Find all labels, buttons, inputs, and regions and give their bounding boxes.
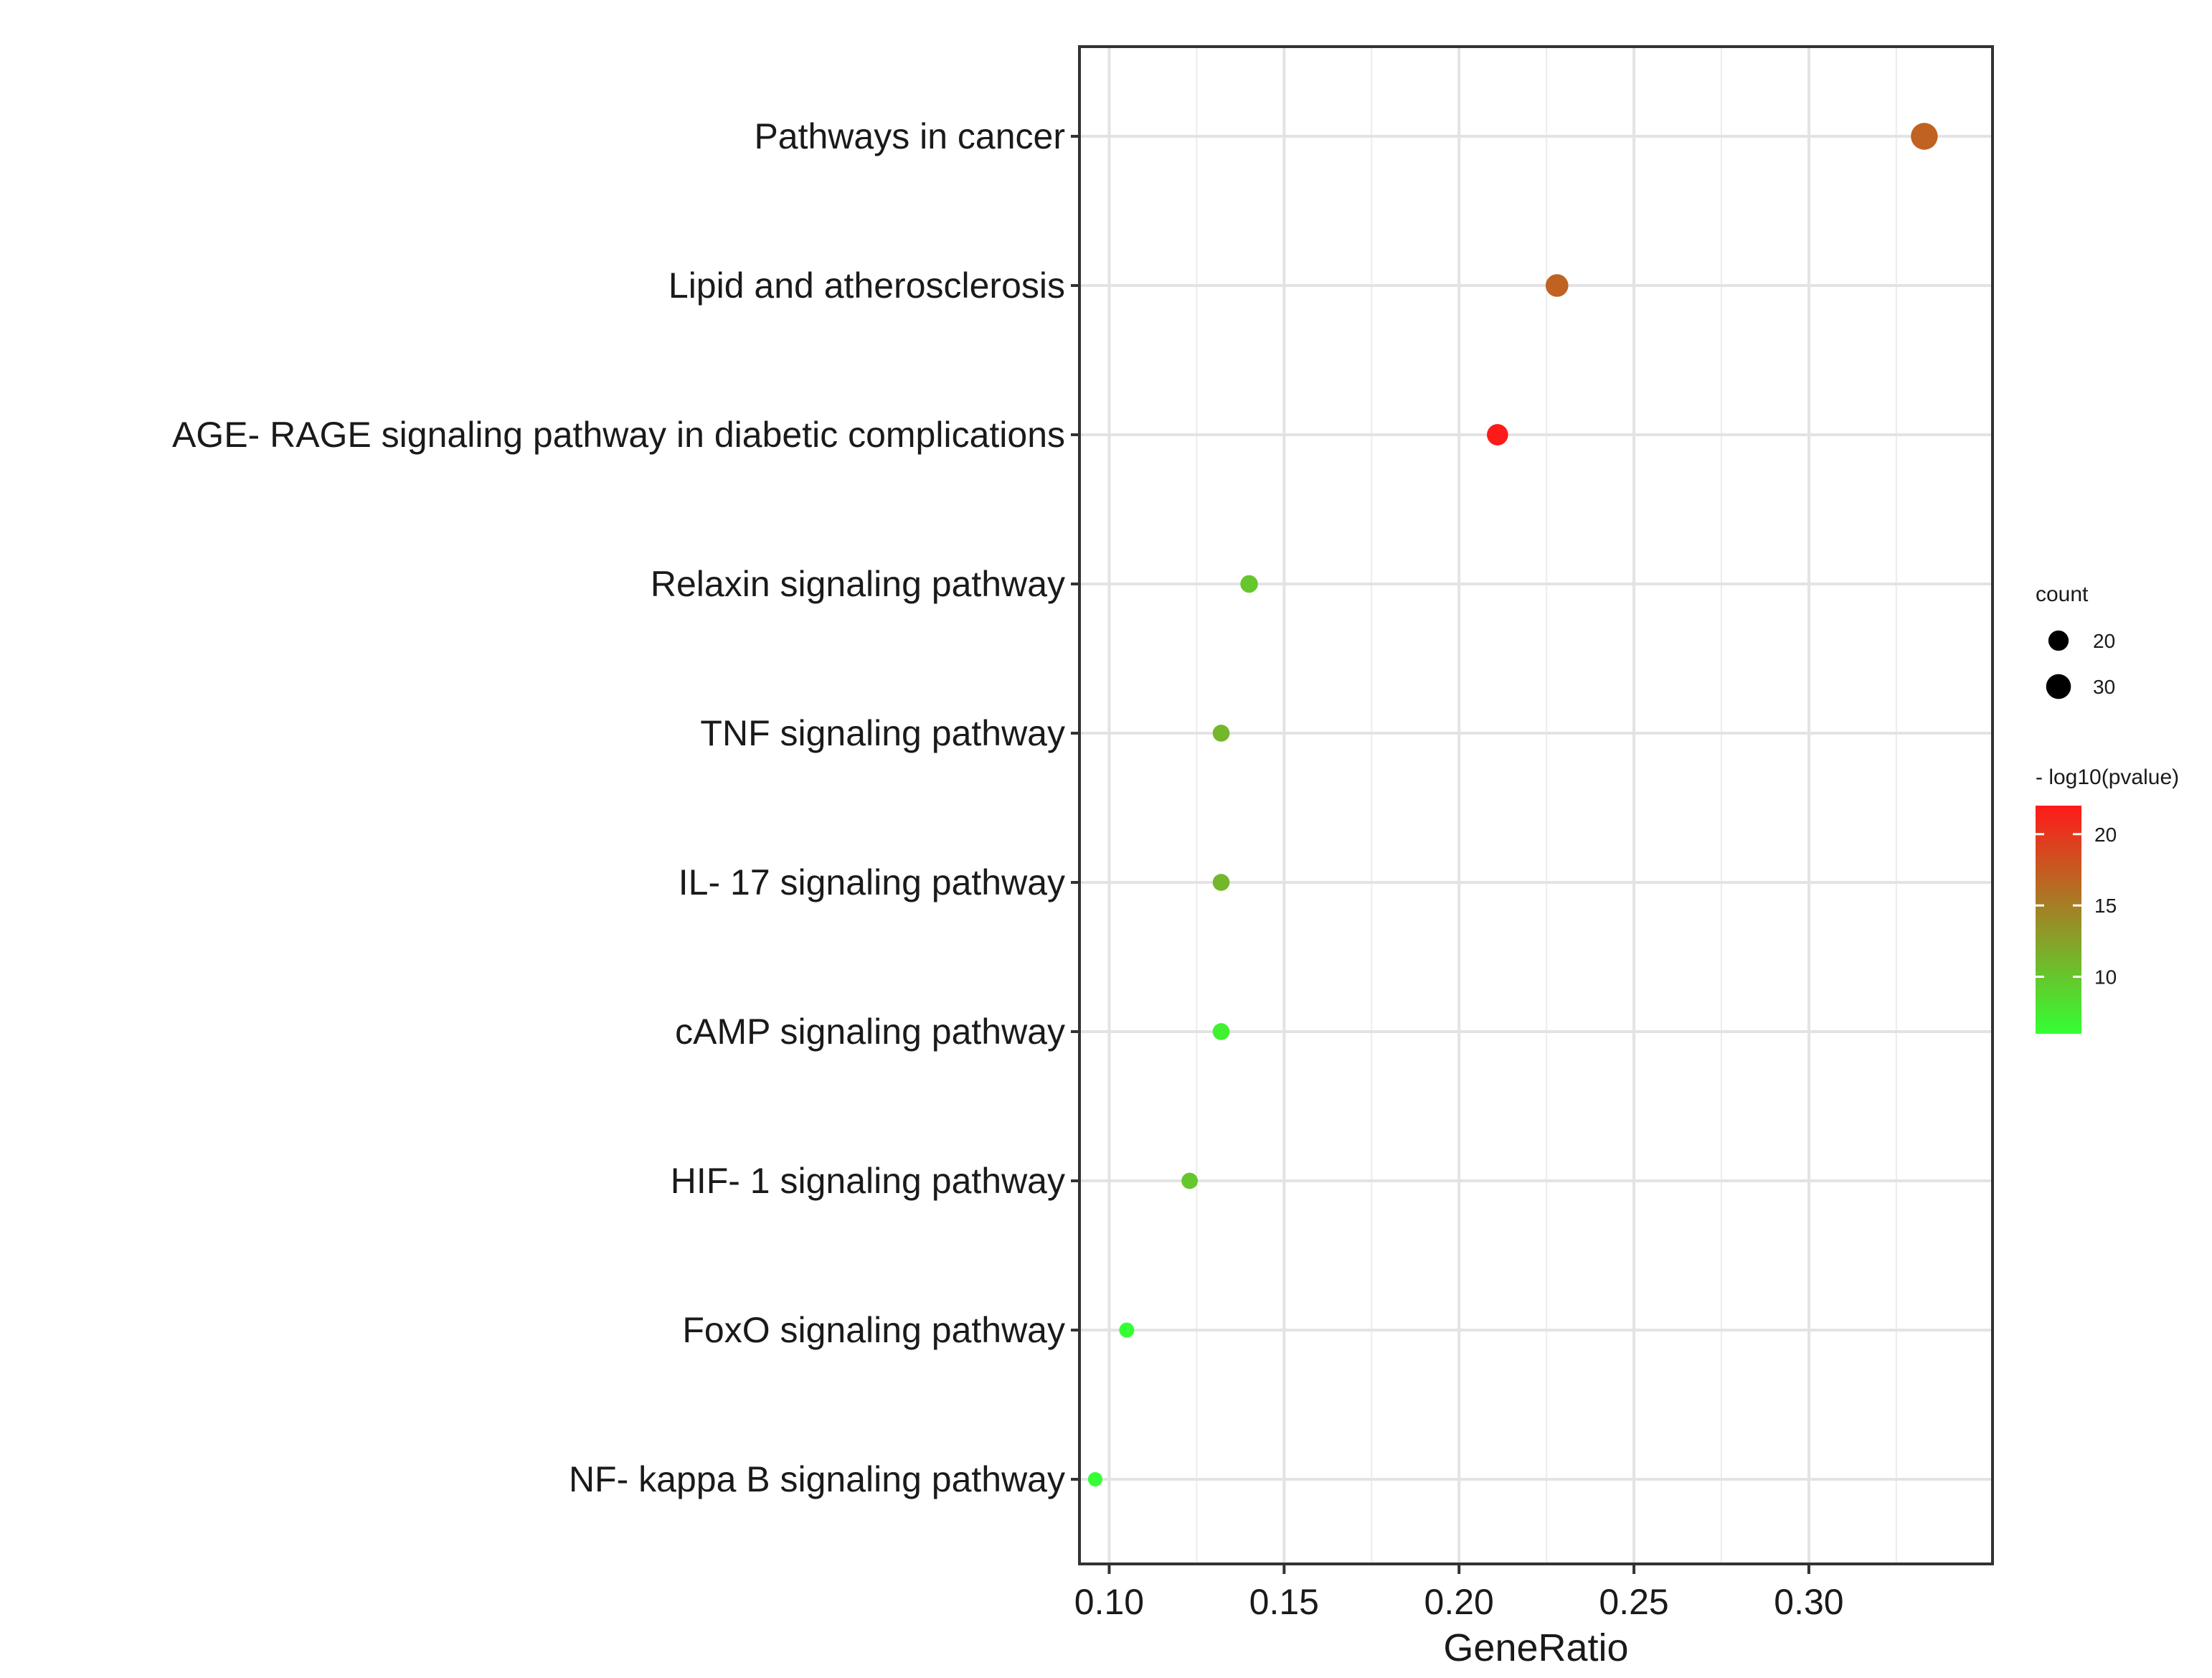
y-category-label: Lipid and atherosclerosis	[668, 265, 1065, 306]
y-category-label: AGE- RAGE signaling pathway in diabetic …	[172, 415, 1065, 455]
legend-color-bar	[2036, 806, 2081, 1034]
y-category-label: TNF signaling pathway	[700, 713, 1065, 753]
legend-color-title: - log10(pvalue)	[2036, 765, 2179, 789]
plot-panel-border	[1078, 45, 1994, 1565]
legend-color-label: 20	[2094, 824, 2117, 846]
x-tick-label: 0.25	[1599, 1582, 1668, 1622]
x-axis-title: GeneRatio	[1443, 1626, 1628, 1669]
y-category-label: HIF- 1 signaling pathway	[671, 1161, 1065, 1201]
legend-size-key	[2046, 674, 2071, 699]
x-tick-label: 0.30	[1774, 1582, 1843, 1622]
legend-size-label: 20	[2093, 630, 2115, 652]
legend: count 20 30 - log10(pvalue) 10 15 20	[2036, 583, 2179, 1034]
data-point	[1545, 274, 1569, 297]
x-tick-label: 0.15	[1249, 1582, 1319, 1622]
data-point	[1119, 1322, 1135, 1338]
x-axis: 0.10 0.15 0.20 0.25 0.30	[1074, 1564, 1844, 1622]
x-tick-label: 0.20	[1424, 1582, 1494, 1622]
legend-size-title: count	[2036, 583, 2089, 606]
data-points	[1087, 123, 1938, 1486]
y-category-label: FoxO signaling pathway	[682, 1310, 1065, 1350]
data-point	[1212, 1023, 1230, 1040]
plot-panel-background	[1079, 47, 1993, 1564]
y-category-label: Pathways in cancer	[754, 116, 1065, 156]
legend-size-label: 30	[2093, 676, 2115, 698]
data-point	[1212, 725, 1230, 742]
y-category-label: cAMP signaling pathway	[675, 1012, 1065, 1052]
data-point	[1911, 123, 1938, 150]
y-category-label: IL- 17 signaling pathway	[679, 862, 1065, 902]
legend-size-key	[2048, 630, 2069, 651]
legend-color-label: 15	[2094, 895, 2117, 917]
data-point	[1487, 424, 1508, 446]
data-point	[1181, 1172, 1199, 1189]
grid-lines	[1079, 47, 1993, 1564]
y-axis: Pathways in cancer Lipid and atherosclero…	[172, 116, 1079, 1499]
data-point	[1240, 575, 1258, 593]
data-point	[1212, 874, 1230, 891]
y-category-label: NF- kappa B signaling pathway	[569, 1459, 1065, 1499]
legend-color-label: 10	[2094, 966, 2117, 989]
data-point	[1087, 1472, 1102, 1486]
y-category-label: Relaxin signaling pathway	[651, 564, 1065, 604]
x-tick-label: 0.10	[1074, 1582, 1144, 1622]
